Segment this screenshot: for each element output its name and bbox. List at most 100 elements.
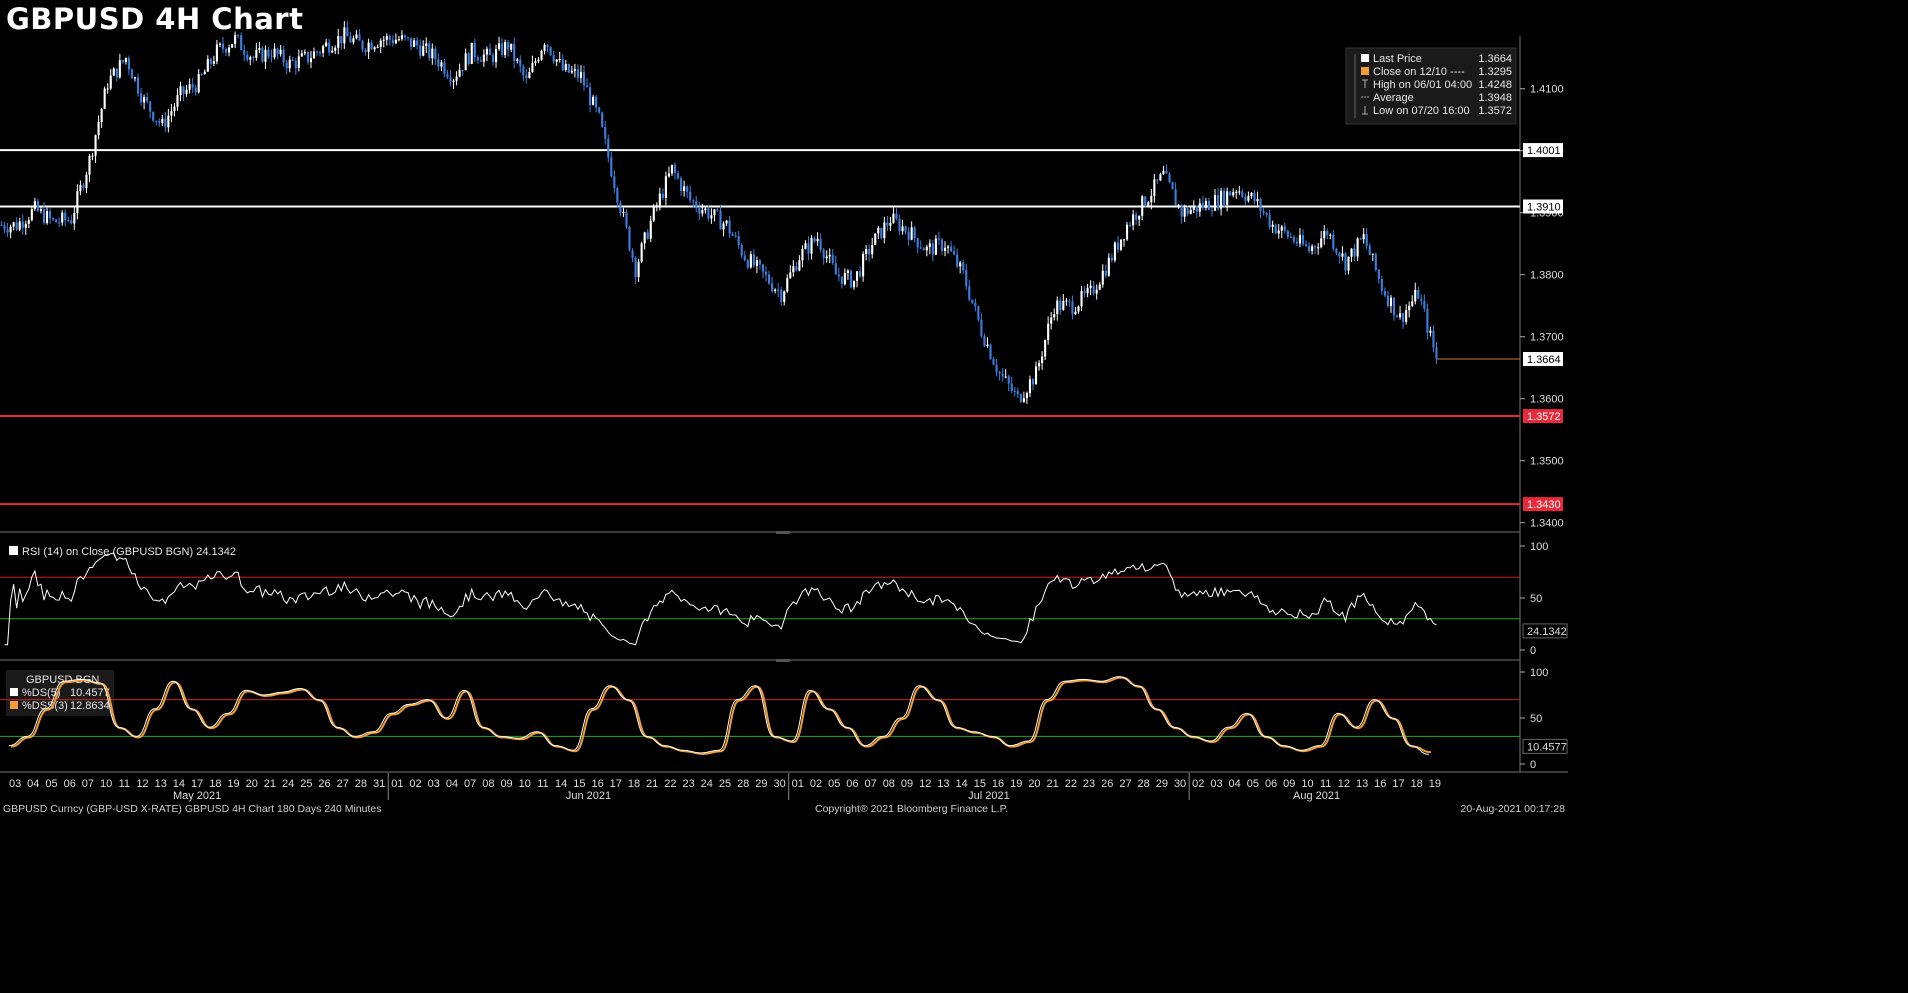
candle-body	[48, 211, 52, 219]
candle-body	[27, 220, 30, 224]
candle-body	[488, 48, 492, 55]
candle-body	[1001, 373, 1004, 377]
candle-body	[928, 243, 931, 247]
candle-body	[485, 48, 488, 55]
candle-body	[452, 80, 455, 82]
candle-body	[1071, 301, 1074, 315]
candle-body	[931, 243, 934, 255]
candle-body	[895, 213, 898, 219]
candle-body	[212, 61, 215, 64]
candle-body	[6, 229, 9, 233]
stoch-header: GBPUSD BGN	[26, 674, 99, 686]
candle-body	[428, 43, 431, 59]
candle-body	[170, 111, 173, 116]
candle-body	[1168, 173, 1171, 183]
day-label: 16	[591, 778, 603, 790]
candle-body	[52, 218, 55, 220]
day-label: 31	[373, 778, 385, 790]
stoch-tick-label: 0	[1530, 759, 1536, 771]
candle-body	[634, 257, 637, 278]
candle-body	[937, 238, 941, 240]
day-label: 16	[992, 778, 1004, 790]
day-label: 03	[428, 778, 440, 790]
candle-body	[865, 249, 868, 254]
candle-body	[285, 62, 288, 69]
candle-body	[713, 209, 716, 216]
candle-body	[925, 246, 928, 251]
price-tag-label: 1.3430	[1527, 499, 1561, 511]
price-tag	[1523, 409, 1563, 424]
day-label: 13	[937, 778, 949, 790]
level-lines	[0, 149, 1520, 506]
candle-body	[1150, 195, 1153, 203]
day-label: 26	[318, 778, 330, 790]
candle-body	[846, 270, 849, 274]
candle-body	[1238, 191, 1241, 193]
candle-body	[758, 260, 762, 265]
candle-body	[528, 72, 531, 79]
day-label: 23	[682, 778, 694, 790]
candle-body	[652, 205, 655, 221]
candle-body	[701, 210, 704, 214]
candle-body	[88, 155, 91, 175]
candle-body	[622, 211, 625, 214]
candle-body	[434, 48, 437, 60]
candle-body	[883, 222, 886, 239]
price-tag	[1523, 199, 1563, 214]
day-label: 27	[1119, 778, 1131, 790]
candle-body	[1250, 192, 1253, 197]
candle-body	[643, 232, 646, 244]
candle-body	[956, 254, 959, 267]
candle-body	[1244, 196, 1247, 201]
candle-body	[910, 227, 913, 240]
candle-body	[127, 57, 130, 70]
candle-body	[227, 47, 231, 53]
candle-body	[1010, 383, 1013, 391]
candle-body	[331, 50, 334, 53]
candle-body	[449, 77, 452, 82]
candle-body	[516, 59, 519, 61]
month-label: May 2021	[173, 790, 221, 802]
candle-body	[1295, 241, 1298, 244]
price-tick-label: 1.3700	[1530, 332, 1564, 344]
candle-body	[522, 66, 525, 76]
candle-body	[1080, 291, 1083, 307]
candle-body	[1329, 234, 1332, 236]
candle-body	[761, 264, 765, 272]
candle-body	[419, 45, 422, 56]
candle-body	[868, 249, 871, 255]
day-label: 28	[355, 778, 367, 790]
candle-body	[385, 36, 388, 40]
candle-body	[140, 93, 143, 103]
candle-body	[1183, 208, 1186, 217]
candle-body	[1365, 234, 1368, 246]
day-label: 19	[1429, 778, 1441, 790]
candle-body	[3, 225, 6, 230]
candle-body	[1138, 215, 1141, 220]
day-label: 09	[500, 778, 512, 790]
candle-body	[1050, 317, 1053, 324]
chart-title: GBPUSD 4H Chart	[6, 2, 304, 36]
legend-value: 1.3948	[1478, 92, 1512, 104]
day-label: 10	[1301, 778, 1313, 790]
chart-canvas[interactable]: 1.41001.40001.39001.38001.37001.36001.35…	[0, 0, 1568, 816]
candle-body	[849, 270, 853, 288]
candle-body	[1195, 205, 1198, 212]
candle-body	[1274, 224, 1277, 234]
legend-value: 1.3572	[1478, 105, 1512, 117]
candle-body	[546, 44, 549, 48]
candle-body	[752, 254, 755, 266]
day-label: 24	[701, 778, 713, 790]
candle-body	[907, 231, 910, 240]
candle-body	[1159, 174, 1162, 181]
candle-body	[946, 246, 950, 248]
candle-body	[795, 266, 798, 271]
candle-body	[1383, 290, 1386, 296]
candle-body	[525, 75, 528, 79]
candle-body	[1083, 291, 1086, 294]
candle-body	[880, 227, 883, 239]
candle-body	[12, 222, 15, 227]
candle-body	[45, 211, 49, 224]
day-label: 10	[100, 778, 112, 790]
candle-body	[631, 250, 634, 258]
